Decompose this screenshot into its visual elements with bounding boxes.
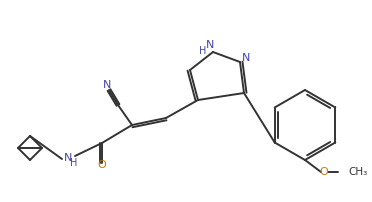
Text: N: N xyxy=(64,153,72,163)
Text: O: O xyxy=(97,160,106,170)
Text: CH₃: CH₃ xyxy=(348,167,367,177)
Text: H: H xyxy=(199,46,207,56)
Text: N: N xyxy=(206,40,214,50)
Text: H: H xyxy=(70,158,78,168)
Text: O: O xyxy=(320,167,328,177)
Text: N: N xyxy=(103,80,111,90)
Text: N: N xyxy=(242,53,250,63)
